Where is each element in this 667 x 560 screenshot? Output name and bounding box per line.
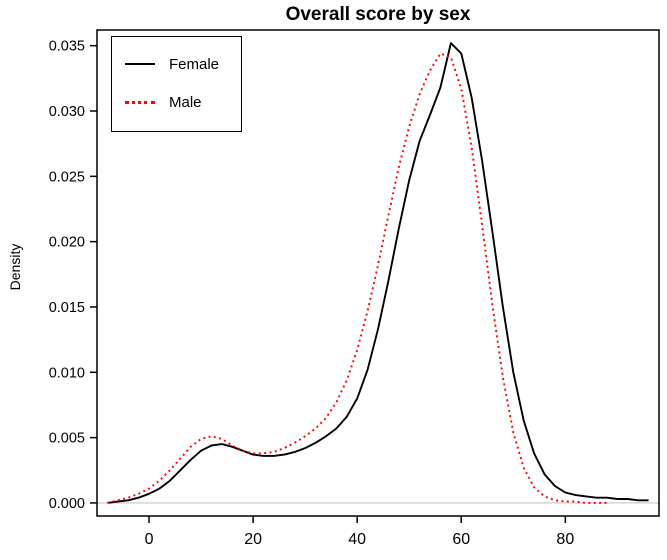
svg-text:40: 40 (348, 531, 366, 548)
svg-text:80: 80 (556, 531, 574, 548)
legend-label-female: Female (169, 55, 220, 73)
chart-title: Overall score by sex (285, 4, 471, 25)
svg-text:0.035: 0.035 (49, 39, 85, 55)
male-line-swatch (125, 100, 155, 104)
series-line-male (107, 52, 607, 504)
legend: Female Male (111, 36, 243, 132)
svg-text:0.030: 0.030 (49, 104, 85, 120)
svg-text:0.000: 0.000 (49, 496, 85, 512)
legend-label-male: Male (169, 93, 202, 111)
svg-text:20: 20 (244, 531, 262, 548)
legend-item-female: Female (125, 45, 219, 83)
svg-text:0.015: 0.015 (49, 300, 85, 316)
svg-text:0.025: 0.025 (49, 169, 85, 185)
svg-text:60: 60 (452, 531, 470, 548)
series-line-female (107, 42, 649, 504)
svg-text:0: 0 (145, 531, 154, 548)
svg-text:0.005: 0.005 (49, 431, 85, 447)
legend-item-male: Male (125, 83, 219, 121)
svg-text:0.010: 0.010 (49, 365, 85, 381)
y-axis: 0.000 0.005 0.010 0.015 0.020 0.025 0.030 0.035 (49, 39, 97, 512)
x-axis: 0 20 40 60 80 (145, 516, 574, 548)
svg-text:0.020: 0.020 (49, 235, 85, 251)
plot-border (96, 29, 660, 517)
female-line-swatch (125, 63, 155, 65)
